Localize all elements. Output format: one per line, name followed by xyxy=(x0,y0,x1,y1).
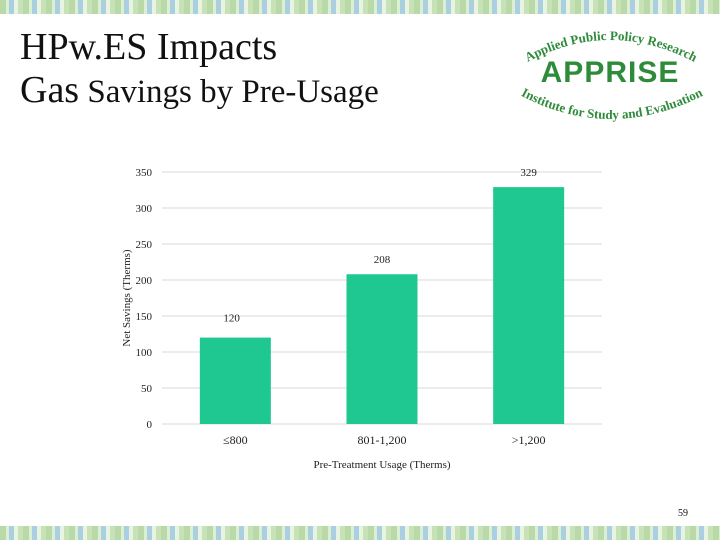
x-tick-label: ≤800 xyxy=(223,433,248,447)
x-tick-label: >1,200 xyxy=(512,433,546,447)
title-line-1: HPw.ES Impacts xyxy=(20,26,278,68)
y-tick-label: 0 xyxy=(147,419,153,431)
logo-name: APPRISE xyxy=(541,56,680,89)
data-label: 208 xyxy=(374,254,391,266)
bar xyxy=(346,274,418,424)
x-axis-title: Pre-Treatment Usage (Therms) xyxy=(313,459,450,471)
slide-title: HPw.ES Impacts Gas Savings by Pre-Usage xyxy=(20,26,379,111)
title-line-2-rest: Savings by Pre-Usage xyxy=(79,73,379,110)
y-tick-label: 100 xyxy=(136,347,153,359)
y-axis-title: Net Savings (Therms) xyxy=(121,249,133,346)
y-tick-label: 200 xyxy=(136,275,153,287)
y-tick-label: 300 xyxy=(136,203,153,215)
data-label: 329 xyxy=(520,167,537,179)
y-tick-label: 150 xyxy=(136,311,153,323)
top-decorative-band xyxy=(0,0,720,14)
bottom-decorative-band xyxy=(0,526,720,540)
y-tick-label: 50 xyxy=(141,383,153,395)
bar xyxy=(199,337,271,424)
data-label: 120 xyxy=(223,313,240,325)
title-line-2: Gas Savings by Pre-Usage xyxy=(20,69,379,112)
y-tick-label: 350 xyxy=(136,167,153,179)
apprise-logo: Applied Public Policy Research APPRISE I… xyxy=(519,28,705,122)
bar xyxy=(493,187,565,424)
y-tick-label: 250 xyxy=(136,239,153,251)
x-tick-label: 801-1,200 xyxy=(358,433,407,447)
page-number: 59 xyxy=(678,508,688,519)
title-line-2-gas: Gas xyxy=(20,68,80,111)
